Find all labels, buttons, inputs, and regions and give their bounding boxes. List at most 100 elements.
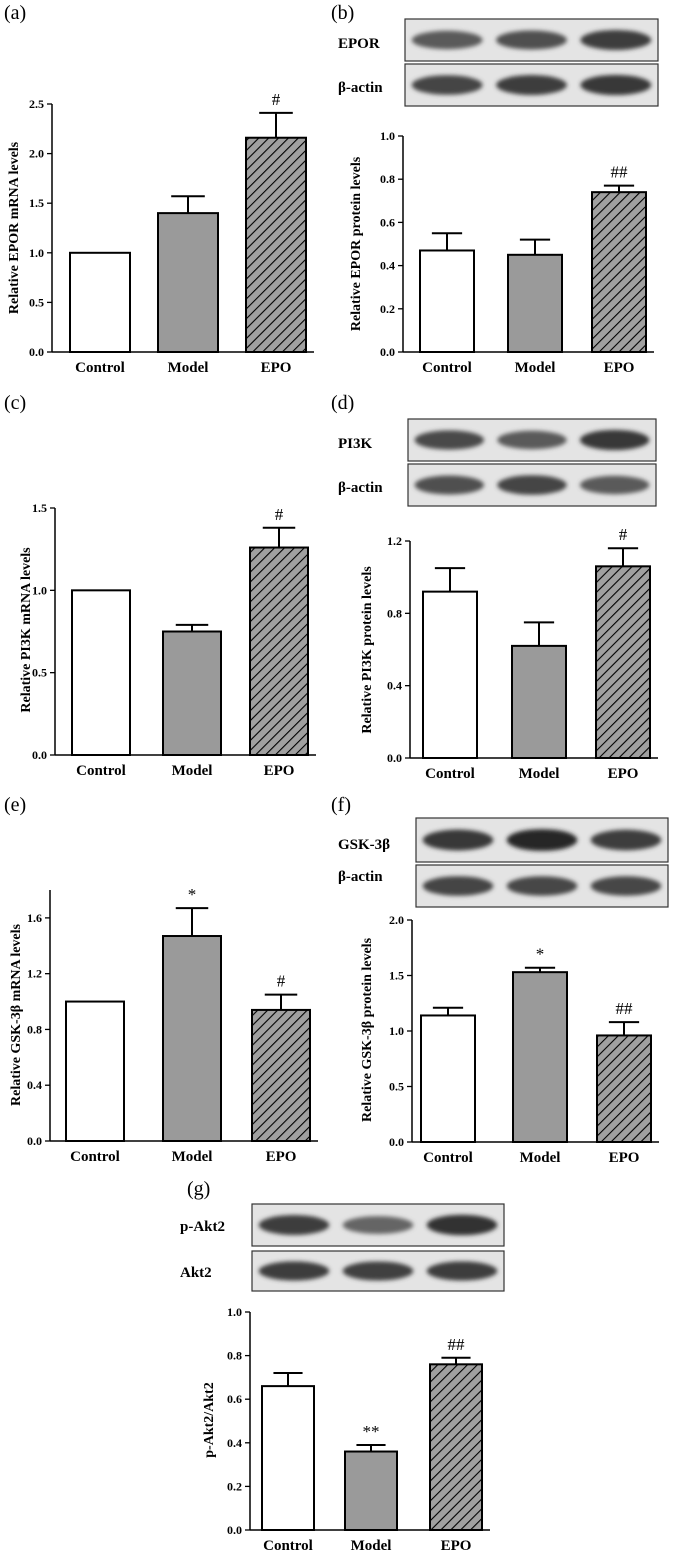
blot-band [497, 475, 567, 495]
y-tick-label: 0.8 [227, 1349, 242, 1363]
category-label: Control [422, 360, 472, 376]
panel-letter-f: (f) [331, 794, 351, 816]
blot-band [579, 429, 650, 451]
y-tick-label: 1.0 [29, 246, 44, 260]
blot-band [411, 30, 483, 50]
category-label: Model [351, 1538, 392, 1554]
y-tick-label: 0.8 [27, 1022, 42, 1036]
bar-model [512, 971, 568, 1143]
significance-mark: ## [616, 999, 634, 1018]
significance-mark: ** [363, 1422, 380, 1441]
category-label: EPO [608, 766, 639, 782]
category-label: Control [75, 360, 125, 376]
blot-band [426, 1214, 498, 1236]
bar-model [507, 253, 563, 353]
bar-control [71, 589, 131, 756]
bar-control [420, 1014, 476, 1144]
bar-epo [249, 546, 309, 757]
category-label: Model [172, 763, 213, 779]
category-label: Control [76, 763, 126, 779]
blot-band [411, 75, 483, 95]
bar-model [162, 630, 222, 756]
y-axis-label: Relative PI3K protein levels [360, 566, 375, 734]
blot-band [496, 75, 567, 95]
panel-letter-a: (a) [4, 2, 27, 24]
y-axis-label: Relative PI3K mRNA levels [19, 547, 34, 713]
y-tick-label: 0.0 [387, 751, 402, 765]
blot-band [506, 829, 578, 851]
bar-epo [595, 565, 651, 759]
y-tick-label: 0.4 [387, 679, 402, 693]
y-tick-label: 1.6 [27, 911, 42, 925]
category-label: Model [515, 360, 556, 376]
y-tick-label: 0.0 [27, 1134, 42, 1148]
bar-epo [429, 1363, 483, 1531]
bar-epo [591, 191, 647, 353]
y-tick-label: 1.5 [389, 969, 404, 983]
blot-band [342, 1216, 414, 1234]
y-tick-label: 1.0 [227, 1305, 242, 1319]
panel-letter-g: (g) [187, 1178, 211, 1200]
blot-band [580, 30, 652, 50]
bar-model [157, 212, 219, 353]
y-tick-label: 1.0 [389, 1024, 404, 1038]
blot-band [590, 876, 662, 896]
significance-mark: # [275, 505, 284, 524]
y-tick-label: 0.4 [380, 259, 395, 273]
bar-control [69, 251, 131, 353]
panel-letter-c: (c) [4, 392, 27, 414]
y-axis-label: Relative EPOR protein levels [349, 156, 364, 331]
y-tick-label: 0.0 [29, 345, 44, 359]
bar-epo [245, 136, 307, 353]
y-tick-label: 0.0 [227, 1523, 242, 1537]
category-label: EPO [261, 360, 292, 376]
blot-label: Akt2 [180, 1265, 212, 1281]
y-tick-label: 0.5 [32, 666, 47, 680]
y-tick-label: 2.0 [389, 913, 404, 927]
y-tick-label: 0.8 [387, 606, 402, 620]
y-tick-label: 0.4 [27, 1078, 42, 1092]
category-label: Model [520, 1150, 561, 1166]
y-tick-label: 0.2 [380, 302, 395, 316]
y-tick-label: 1.0 [32, 583, 47, 597]
y-tick-label: 1.5 [32, 501, 47, 515]
category-label: Model [168, 360, 209, 376]
y-tick-label: 0.4 [227, 1436, 242, 1450]
category-label: Control [263, 1538, 313, 1554]
y-tick-label: 2.5 [29, 97, 44, 111]
y-tick-label: 2.0 [29, 147, 44, 161]
blot-band [422, 876, 494, 896]
bar-model [511, 644, 567, 760]
blot-label: β-actin [338, 869, 383, 885]
blot-band [414, 430, 485, 450]
blot-band [422, 829, 494, 851]
y-tick-label: 0.0 [380, 345, 395, 359]
category-label: Model [172, 1149, 213, 1165]
bar-model [344, 1450, 398, 1532]
blot-label: EPOR [338, 36, 380, 52]
y-tick-label: 0.6 [380, 215, 395, 229]
bar-control [422, 590, 478, 760]
y-tick-label: 1.2 [27, 967, 42, 981]
category-label: EPO [441, 1538, 472, 1554]
y-tick-label: 1.0 [380, 129, 395, 143]
category-label: Control [70, 1149, 120, 1165]
bar-control [65, 1000, 125, 1142]
blot-band [496, 30, 567, 50]
panel-letter-e: (e) [4, 794, 27, 816]
y-tick-label: 1.5 [29, 196, 44, 210]
y-tick-label: 0.5 [29, 295, 44, 309]
blot-label: β-actin [338, 480, 383, 496]
blot-band [258, 1261, 330, 1281]
blot-band [414, 475, 485, 495]
category-label: EPO [264, 763, 295, 779]
category-label: Control [423, 1150, 473, 1166]
category-label: EPO [266, 1149, 297, 1165]
y-tick-label: 0.5 [389, 1080, 404, 1094]
bar-control [261, 1385, 315, 1531]
y-tick-label: 0.0 [389, 1135, 404, 1149]
y-tick-label: 0.8 [380, 172, 395, 186]
bar-epo [251, 1008, 311, 1143]
significance-mark: * [536, 945, 545, 964]
